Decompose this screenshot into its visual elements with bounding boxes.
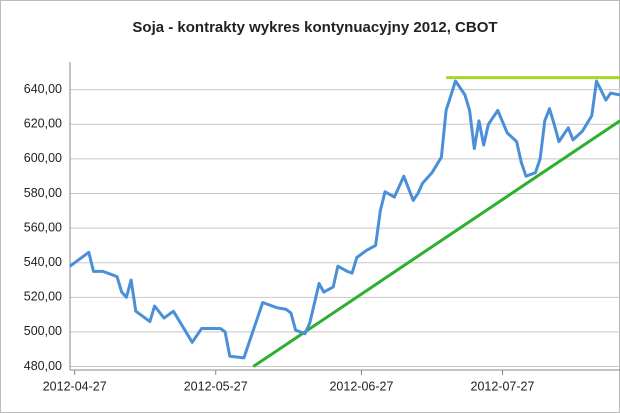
chart-title: Soja - kontrakty wykres kontynuacyjny 20… <box>132 19 497 36</box>
price-line <box>69 79 620 360</box>
x-tick-label: 2012-04-27 <box>43 379 107 393</box>
trend-line <box>252 119 620 368</box>
y-tick-label: 540,00 <box>24 255 62 269</box>
y-tick-label: 580,00 <box>24 186 62 200</box>
y-tick-label: 560,00 <box>24 220 62 234</box>
y-tick-label: 600,00 <box>24 151 62 165</box>
y-tick-label: 500,00 <box>24 324 62 338</box>
y-tick-label: 640,00 <box>24 82 62 96</box>
y-tick-label: 480,00 <box>24 359 62 373</box>
x-tick-label: 2012-06-27 <box>329 379 393 393</box>
x-tick-label: 2012-05-27 <box>184 379 248 393</box>
x-tick-label: 2012-07-27 <box>471 379 535 393</box>
y-tick-label: 520,00 <box>24 290 62 304</box>
y-tick-label: 620,00 <box>24 117 62 131</box>
